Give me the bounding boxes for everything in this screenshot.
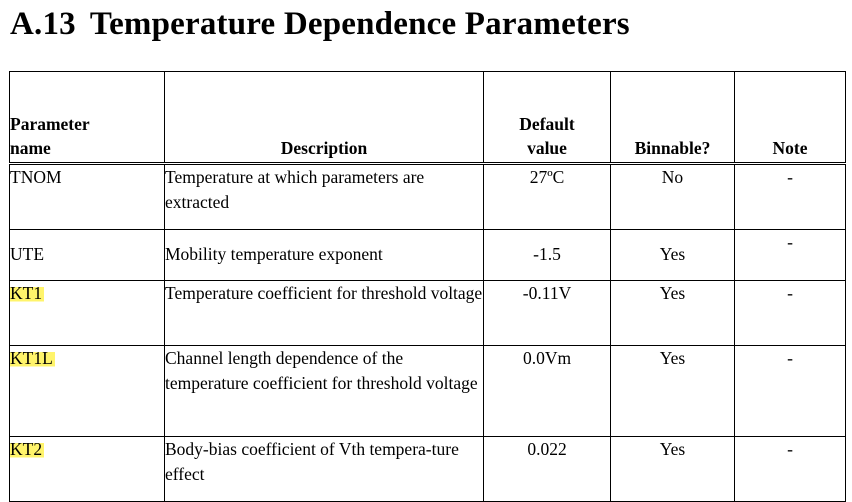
highlighted-parameter-name: KT1L — [10, 348, 55, 368]
binnable-cell: Yes — [610, 436, 735, 502]
header-note: Note — [734, 71, 846, 164]
table-header-row: Parameter name Description Default value… — [9, 71, 846, 164]
default-value-cell: 27ºC — [483, 163, 611, 230]
note-cell: - — [734, 345, 846, 437]
table-row: UTE Mobility temperature exponent -1.5 Y… — [9, 229, 846, 281]
default-value-cell: -1.5 — [483, 229, 611, 281]
binnable-cell: No — [610, 163, 735, 230]
highlighted-parameter-name: KT2 — [10, 439, 45, 459]
table-row: KT1L Channel length dependence of the te… — [9, 345, 846, 437]
binnable-cell: Yes — [610, 229, 735, 281]
default-value-cell: 0.0Vm — [483, 345, 611, 437]
header-default-value: Default value — [483, 71, 611, 164]
header-parameter-name: Parameter name — [9, 71, 165, 164]
section-heading: A.13 Temperature Dependence Parameters — [10, 6, 630, 43]
description-cell: Temperature at which parameters are extr… — [164, 163, 484, 230]
header-description: Description — [164, 71, 484, 164]
header-binnable: Binnable? — [610, 71, 735, 164]
default-value-cell: 0.022 — [483, 436, 611, 502]
parameter-name-cell: KT1L — [9, 345, 165, 437]
section-number: A.13 — [10, 6, 76, 42]
parameter-name-cell: KT1 — [9, 280, 165, 346]
parameter-name-cell: UTE — [9, 229, 165, 281]
description-cell: Temperature coefficient for threshold vo… — [164, 280, 484, 346]
parameter-name: TNOM — [10, 167, 62, 187]
parameter-name-cell: KT2 — [9, 436, 165, 502]
default-value-cell: -0.11V — [483, 280, 611, 346]
binnable-cell: Yes — [610, 345, 735, 437]
table-row: TNOM Temperature at which parameters are… — [9, 163, 846, 230]
table-row: KT2 Body-bias coefficient of Vth tempera… — [9, 436, 846, 502]
table-row: KT1 Temperature coefficient for threshol… — [9, 280, 846, 346]
note-cell: - — [734, 280, 846, 346]
section-title: Temperature Dependence Parameters — [89, 6, 630, 42]
note-cell: - — [734, 163, 846, 230]
note-cell: - — [734, 436, 846, 502]
highlighted-parameter-name: KT1 — [10, 283, 45, 303]
description-cell: Channel length dependence of the tempera… — [164, 345, 484, 437]
description-cell: Mobility temperature exponent — [164, 229, 484, 281]
description-cell: Body-bias coefficient of Vth tempera-tur… — [164, 436, 484, 502]
parameters-table: Parameter name Description Default value… — [9, 71, 846, 502]
parameter-name-cell: TNOM — [9, 163, 165, 230]
binnable-cell: Yes — [610, 280, 735, 346]
note-cell: - — [734, 229, 846, 281]
parameter-name: UTE — [10, 244, 45, 264]
